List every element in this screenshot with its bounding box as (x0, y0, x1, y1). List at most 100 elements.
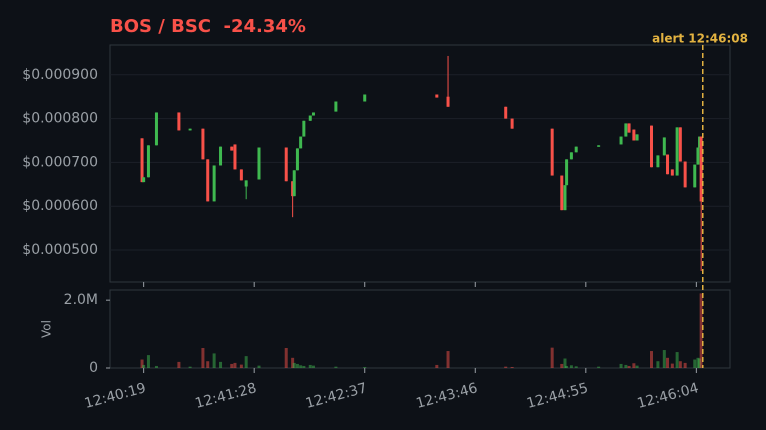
volume-bar (311, 365, 315, 368)
volume-bar (302, 365, 306, 368)
volume-bar (698, 358, 702, 368)
volume-bar (504, 366, 508, 368)
candle-body (140, 138, 144, 183)
candle-body (154, 112, 158, 146)
candle-body (675, 127, 679, 176)
volume-bar (619, 363, 623, 368)
volume-bar (244, 356, 248, 368)
volume-bar (569, 365, 573, 368)
candle-body (233, 144, 237, 170)
volume-bar (574, 366, 578, 368)
candle-body (230, 146, 234, 151)
candle-body (292, 170, 296, 197)
volume-bar (678, 361, 682, 368)
candle-body (597, 145, 601, 147)
volume-bar (334, 366, 338, 368)
price-panel (109, 44, 731, 283)
candle-body (504, 106, 508, 119)
volume-bar (696, 357, 700, 368)
candle-body (188, 128, 192, 131)
volume-bar (233, 362, 237, 368)
volume-bar (284, 347, 288, 368)
y-tick-label: $0.000700 (22, 154, 98, 170)
candle-body (142, 177, 146, 183)
volume-bar (560, 363, 564, 368)
candle-body (683, 161, 687, 188)
y-tick-label: $0.000500 (22, 242, 98, 258)
candle-body (678, 127, 682, 162)
candle-body (244, 180, 248, 187)
volume-bar (635, 365, 639, 368)
volume-bar (230, 363, 234, 368)
candle-body (219, 146, 223, 166)
candle-body (627, 123, 631, 133)
candle-body (550, 128, 554, 176)
candle-body (565, 159, 569, 186)
volume-bar (666, 357, 670, 368)
volume-bar (656, 361, 660, 368)
volume-bar (699, 293, 703, 368)
volume-bar (146, 355, 150, 368)
volume-bar (212, 353, 216, 368)
candle-body (569, 152, 573, 160)
volume-bar (292, 362, 296, 368)
candle-body (662, 137, 666, 156)
candle-body (311, 112, 315, 116)
candle-body (201, 128, 205, 160)
candle-body (146, 145, 150, 178)
volume-bar (295, 363, 299, 368)
candle-body (656, 155, 660, 168)
volume-bar (675, 352, 679, 368)
volume-bar (201, 347, 205, 368)
chart-title: BOS / BSC -24.34% (110, 16, 306, 37)
candle-body (308, 115, 312, 121)
volume-bar (649, 351, 653, 368)
candle-body (632, 129, 636, 141)
y-tick-label: $0.000800 (22, 111, 98, 127)
volume-tick-label: 0 (89, 360, 98, 376)
volume-bar (299, 365, 303, 368)
candle-body (693, 164, 697, 188)
candle-body (206, 159, 210, 202)
volume-axis-label: Vol (40, 320, 54, 338)
volume-panel (109, 289, 731, 369)
candle-body (291, 181, 295, 197)
volume-bar (363, 366, 367, 368)
candle-body (635, 134, 639, 141)
volume-bar (662, 350, 666, 368)
volume-bar (632, 363, 636, 368)
candle-body (284, 147, 288, 182)
candle-body (334, 101, 338, 112)
candle-body (619, 136, 623, 145)
candle-body (299, 136, 303, 149)
candle-body (670, 169, 674, 176)
candle-body (295, 148, 299, 171)
volume-bar (693, 359, 697, 368)
candle-body (649, 125, 653, 168)
volume-bar (446, 351, 450, 368)
volume-bar (308, 364, 312, 368)
candle-body (363, 94, 367, 102)
volume-bar (597, 366, 601, 368)
volume-bar (510, 366, 514, 368)
y-tick-label: $0.000900 (22, 67, 98, 83)
volume-tick-label: 2.0M (64, 292, 98, 308)
volume-bar (291, 357, 295, 368)
candle-body (302, 120, 306, 137)
volume-bar (154, 365, 158, 368)
candle-body (435, 94, 439, 98)
volume-bar (257, 365, 261, 368)
y-tick-label: $0.000600 (22, 198, 98, 214)
volume-bar (206, 361, 210, 368)
volume-bar (563, 358, 567, 368)
volume-bar (435, 364, 439, 368)
volume-bar (142, 364, 146, 368)
candle-body (699, 136, 703, 202)
alert-label: alert 12:46:08 (652, 32, 748, 46)
volume-bar (683, 362, 687, 368)
candle-body (560, 175, 564, 211)
candle-body (696, 147, 700, 165)
candle-body (446, 96, 450, 107)
candle-body (177, 112, 181, 131)
